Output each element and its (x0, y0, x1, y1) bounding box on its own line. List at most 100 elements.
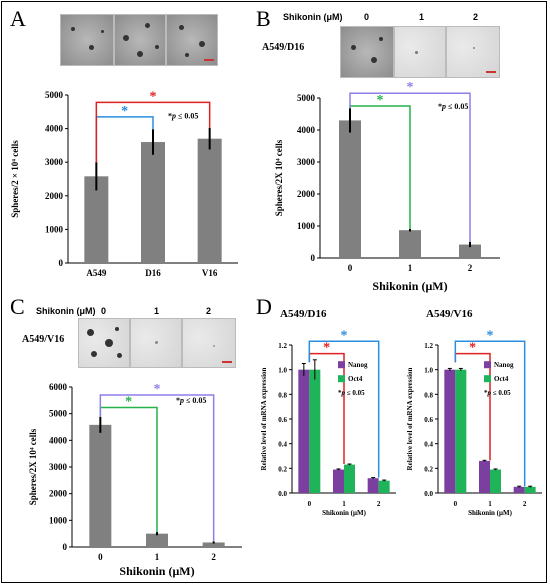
significance-star: * (341, 328, 348, 343)
significance-bracket (454, 340, 526, 487)
x-tick-label: A549 (86, 268, 106, 278)
y-tick-label: 5000 (297, 93, 316, 103)
y-tick-label: 0.4 (424, 441, 433, 449)
conc-label-b-2: 2 (473, 12, 479, 22)
micrograph-d16 (114, 14, 166, 66)
bar (378, 480, 390, 493)
significance-star: * (487, 328, 494, 343)
significance-star: * (323, 341, 330, 356)
y-axis-label: Spheres/2X 10⁴ cells (274, 139, 284, 216)
bar (524, 486, 536, 493)
scale-bar (486, 71, 496, 73)
significance-bracket (95, 101, 211, 163)
y-tick-label: 6000 (49, 382, 68, 392)
bar (490, 469, 501, 493)
x-tick-label: 1 (408, 263, 413, 273)
x-tick-label: 1 (155, 552, 160, 562)
y-tick-label: 0.8 (278, 391, 287, 399)
treatment-label-b: Shikonin (μM) (283, 12, 343, 22)
bar (459, 244, 481, 258)
y-tick-label: 4000 (297, 125, 316, 135)
y-tick-label: 2000 (45, 191, 64, 201)
legend-swatch (338, 375, 345, 383)
bar (513, 486, 525, 493)
x-axis-label: Shikonin (μM) (372, 279, 447, 293)
conc-label-c-0: 0 (101, 306, 107, 316)
bar (399, 230, 421, 258)
chart-title: A549/V16 (426, 308, 473, 320)
micrograph-c-1 (130, 318, 182, 368)
y-tick-label: 3000 (49, 462, 68, 472)
y-tick-label: 3000 (297, 157, 316, 167)
y-tick-label: 0 (311, 253, 316, 263)
x-axis-label: Shikonin (μM) (119, 564, 194, 578)
bar (146, 533, 168, 547)
bar (84, 176, 109, 263)
legend-swatch (484, 361, 491, 369)
panel-label-c: C (10, 294, 25, 319)
micrograph-b-0 (340, 26, 394, 78)
significance-bracket (349, 92, 471, 242)
conc-label-b-0: 0 (364, 12, 370, 22)
y-tick-label: 0.0 (424, 490, 433, 498)
x-tick-label: D16 (145, 268, 161, 278)
chart-d-a549-v16: 0.0 0.2 0.4 0.6 0.8 1.0 1.2 Relative level of m… (406, 308, 542, 517)
bar (339, 120, 361, 259)
conc-label-c-2: 2 (206, 306, 212, 316)
significance-bracket (308, 340, 380, 478)
y-tick-label: 0.6 (278, 416, 287, 424)
y-tick-label: 1.0 (278, 367, 287, 375)
significance-star: * (407, 80, 414, 95)
y-tick-label: 1000 (45, 224, 64, 234)
significance-star: * (377, 93, 384, 108)
legend-label: Oct4 (494, 375, 509, 383)
bar (89, 424, 112, 547)
scale-bar (222, 361, 232, 363)
y-axis-label: Relative level of mRNA expression (260, 367, 268, 470)
panel-label-b: B (256, 6, 271, 31)
y-axis-label: Spheres/2 × 10⁴ cells (10, 140, 20, 218)
y-tick-label: 1.2 (424, 342, 433, 350)
y-tick-label: 1.2 (278, 342, 287, 350)
y-tick-label: 5000 (45, 90, 64, 100)
y-tick-label: 0 (59, 258, 64, 268)
significance-star: * (125, 395, 132, 410)
x-axis-label: Shikonin (μM) (322, 509, 367, 517)
y-tick-label: 4000 (45, 124, 64, 134)
y-tick-label: 0.2 (278, 465, 287, 473)
x-tick-label: 2 (211, 552, 216, 562)
legend-label: Oct4 (348, 375, 363, 383)
y-tick-label: 0 (63, 542, 68, 552)
y-tick-label: 3000 (45, 157, 64, 167)
significance-note: *p ≤ 0.05 (438, 102, 468, 111)
significance-star: * (150, 89, 157, 104)
y-tick-label: 1.0 (424, 367, 433, 375)
cell-line-b: A549/D16 (262, 42, 305, 53)
bar (298, 369, 310, 493)
y-tick-label: 4000 (49, 435, 68, 445)
x-tick-label: 2 (468, 263, 473, 273)
y-tick-label: 0.8 (424, 391, 433, 399)
y-axis-label: Spheres/2X 10⁴ cells (28, 428, 38, 505)
chart-d-a549-d16: 0.0 0.2 0.4 0.6 0.8 1.0 1.2 Relative level of m… (260, 308, 396, 517)
chart-b-spheres: 0 1000 2000 3000 4000 5000 Spheres/2X 10⁴ cell… (274, 80, 500, 293)
conc-label-c-1: 1 (154, 306, 160, 316)
significance-note: *p ≤ 0.05 (338, 389, 365, 397)
x-tick-label: 1 (488, 500, 492, 508)
x-tick-label: 2 (377, 500, 381, 508)
x-tick-label: 1 (342, 500, 346, 508)
significance-star: * (154, 382, 161, 397)
x-tick-label: 0 (454, 500, 458, 508)
x-tick-label: 0 (308, 500, 312, 508)
bar (367, 478, 379, 493)
y-tick-label: 1000 (297, 221, 316, 231)
x-tick-label: 2 (523, 500, 527, 508)
significance-star: * (469, 341, 476, 356)
treatment-label-c: Shikonin (μM) (36, 306, 96, 316)
chart-title: A549/D16 (280, 308, 327, 320)
panel-label-a: A (10, 6, 26, 31)
cell-line-c: A549/V16 (22, 334, 65, 345)
micrograph-b-2 (446, 26, 500, 78)
conc-label-b-1: 1 (419, 12, 425, 22)
micrograph-a549 (60, 14, 114, 66)
